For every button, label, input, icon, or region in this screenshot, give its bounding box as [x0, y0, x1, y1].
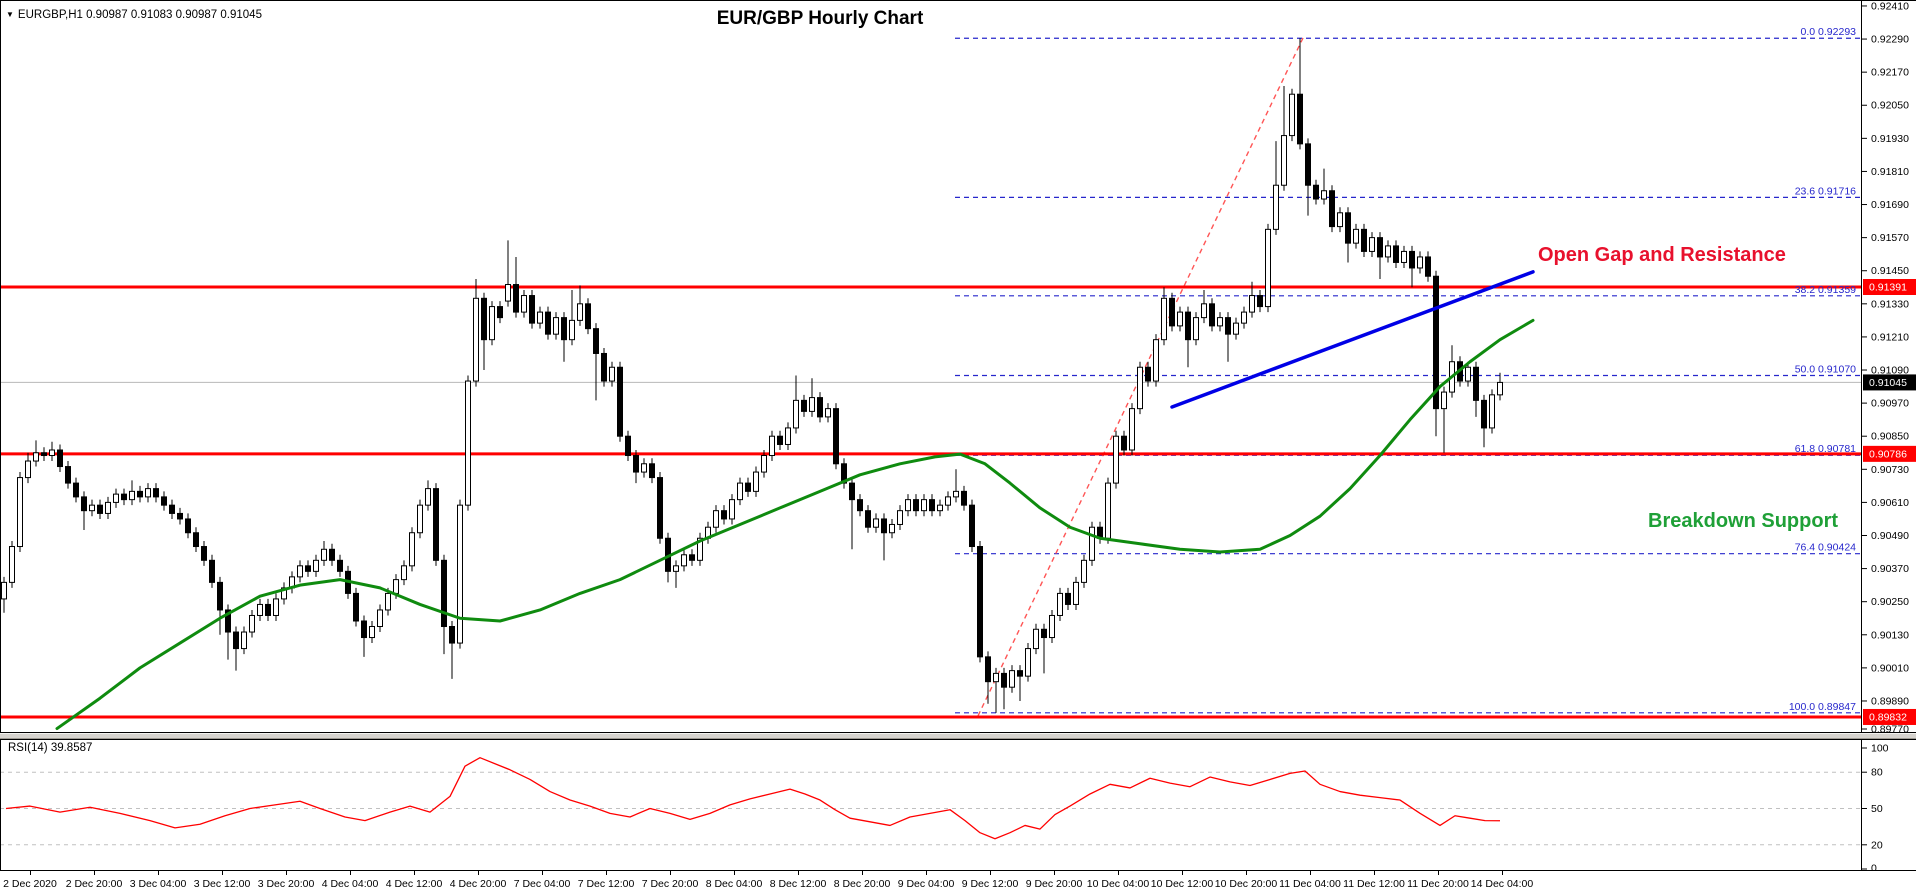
time-label: 11 Dec 12:00 — [1343, 878, 1405, 890]
time-tick — [1310, 871, 1311, 875]
svg-text:0.91090: 0.91090 — [1871, 365, 1909, 377]
time-label: 10 Dec 04:00 — [1086, 878, 1150, 890]
time-tick — [1118, 871, 1119, 875]
support-annotation: Breakdown Support — [1648, 510, 1839, 532]
time-label: 2 Dec 2020 — [3, 878, 57, 890]
time-label: 10 Dec 12:00 — [1150, 878, 1214, 890]
svg-text:50.0 0.91070: 50.0 0.91070 — [1795, 364, 1856, 376]
svg-text:0.91930: 0.91930 — [1871, 133, 1909, 145]
time-label: 8 Dec 04:00 — [705, 878, 763, 890]
time-tick — [1438, 871, 1439, 875]
time-tick — [670, 871, 671, 875]
resistance-annotation: Open Gap and Resistance — [1538, 244, 1786, 266]
svg-text:100.0 0.89847: 100.0 0.89847 — [1789, 701, 1856, 713]
price-chart[interactable]: 0.0 0.92293 23.6 0.91716 38.2 0.91359 50.0 … — [0, 0, 1916, 736]
time-label: 4 Dec 04:00 — [321, 878, 379, 890]
time-axis[interactable]: 2 Dec 2020 2 Dec 20:00 3 Dec 04:00 3 Dec 12… — [0, 871, 1916, 896]
svg-text:0.91330: 0.91330 — [1871, 298, 1909, 310]
svg-text:0.92170: 0.92170 — [1871, 67, 1909, 79]
svg-text:0.91210: 0.91210 — [1871, 331, 1909, 343]
symbol-ohlc-text: EURGBP,H1 0.90987 0.91083 0.90987 0.9104… — [17, 9, 262, 21]
svg-text:0.89832: 0.89832 — [1869, 711, 1907, 723]
time-label: 7 Dec 12:00 — [577, 878, 635, 890]
time-tick — [542, 871, 543, 875]
time-tick — [926, 871, 927, 875]
time-label: 9 Dec 20:00 — [1025, 878, 1083, 890]
svg-text:0.0 0.92293: 0.0 0.92293 — [1801, 26, 1857, 38]
svg-text:20: 20 — [1871, 839, 1883, 851]
time-tick — [862, 871, 863, 875]
time-label: 8 Dec 12:00 — [769, 878, 827, 890]
rsi-indicator-label: RSI(14) 39.8587 — [8, 742, 93, 754]
svg-text:0.91450: 0.91450 — [1871, 265, 1909, 277]
time-tick — [606, 871, 607, 875]
time-tick — [990, 871, 991, 875]
svg-text:0.89770: 0.89770 — [1871, 724, 1909, 736]
svg-text:76.4 0.90424: 76.4 0.90424 — [1795, 542, 1856, 554]
rsi-indicator-chart[interactable]: 100 80 50 20 0 — [0, 739, 1916, 875]
time-tick — [30, 871, 31, 875]
svg-text:0.92290: 0.92290 — [1871, 34, 1909, 46]
chevron-down-icon[interactable]: ▼ — [6, 10, 14, 19]
svg-text:0.92050: 0.92050 — [1871, 100, 1909, 112]
svg-text:0.90970: 0.90970 — [1871, 398, 1909, 410]
time-tick — [414, 871, 415, 875]
time-tick — [222, 871, 223, 875]
svg-text:0.90370: 0.90370 — [1871, 563, 1909, 575]
time-label: 4 Dec 12:00 — [385, 878, 443, 890]
svg-text:0.90490: 0.90490 — [1871, 530, 1909, 542]
time-label: 7 Dec 04:00 — [513, 878, 571, 890]
time-tick — [1054, 871, 1055, 875]
svg-text:23.6 0.91716: 23.6 0.91716 — [1795, 185, 1856, 197]
time-tick — [1182, 871, 1183, 875]
svg-text:0: 0 — [1871, 863, 1877, 875]
svg-text:0.91391: 0.91391 — [1869, 282, 1907, 294]
time-label: 11 Dec 04:00 — [1279, 878, 1341, 890]
time-tick — [1374, 871, 1375, 875]
time-label: 11 Dec 20:00 — [1407, 878, 1469, 890]
svg-text:38.2 0.91359: 38.2 0.91359 — [1795, 284, 1856, 296]
svg-text:80: 80 — [1871, 767, 1883, 779]
svg-text:50: 50 — [1871, 803, 1883, 815]
time-label: 4 Dec 20:00 — [449, 878, 507, 890]
svg-text:0.90610: 0.90610 — [1871, 497, 1909, 509]
time-label: 2 Dec 20:00 — [65, 878, 123, 890]
svg-text:0.92410: 0.92410 — [1871, 0, 1909, 12]
time-label: 9 Dec 04:00 — [897, 878, 955, 890]
time-tick — [478, 871, 479, 875]
svg-text:0.91045: 0.91045 — [1869, 377, 1907, 389]
time-label: 8 Dec 20:00 — [833, 878, 891, 890]
time-tick — [94, 871, 95, 875]
page-title: EUR/GBP Hourly Chart — [716, 8, 924, 29]
time-label: 3 Dec 20:00 — [257, 878, 315, 890]
time-label: 14 Dec 04:00 — [1470, 878, 1534, 890]
time-tick — [350, 871, 351, 875]
svg-text:0.91810: 0.91810 — [1871, 166, 1909, 178]
svg-text:0.90786: 0.90786 — [1869, 448, 1907, 460]
svg-text:0.90850: 0.90850 — [1871, 431, 1909, 443]
time-tick — [798, 871, 799, 875]
time-label: 9 Dec 12:00 — [961, 878, 1019, 890]
time-label: 3 Dec 04:00 — [129, 878, 187, 890]
svg-text:0.90730: 0.90730 — [1871, 464, 1909, 476]
time-tick — [286, 871, 287, 875]
svg-text:0.90250: 0.90250 — [1871, 596, 1909, 608]
time-tick — [1246, 871, 1247, 875]
time-tick — [1502, 871, 1503, 875]
time-label: 3 Dec 12:00 — [193, 878, 251, 890]
svg-text:100: 100 — [1871, 743, 1889, 755]
symbol-ohlc-header[interactable]: ▼ EURGBP,H1 0.90987 0.91083 0.90987 0.910… — [6, 9, 262, 21]
svg-text:0.89890: 0.89890 — [1871, 695, 1909, 707]
time-label: 10 Dec 20:00 — [1214, 878, 1278, 890]
time-tick — [158, 871, 159, 875]
svg-text:61.8 0.90781: 61.8 0.90781 — [1795, 443, 1856, 455]
time-tick — [734, 871, 735, 875]
svg-text:0.90010: 0.90010 — [1871, 662, 1909, 674]
svg-text:0.91690: 0.91690 — [1871, 199, 1909, 211]
svg-text:0.91570: 0.91570 — [1871, 232, 1909, 244]
svg-text:0.90130: 0.90130 — [1871, 629, 1909, 641]
pane-splitter[interactable] — [0, 733, 1916, 739]
time-label: 7 Dec 20:00 — [641, 878, 699, 890]
